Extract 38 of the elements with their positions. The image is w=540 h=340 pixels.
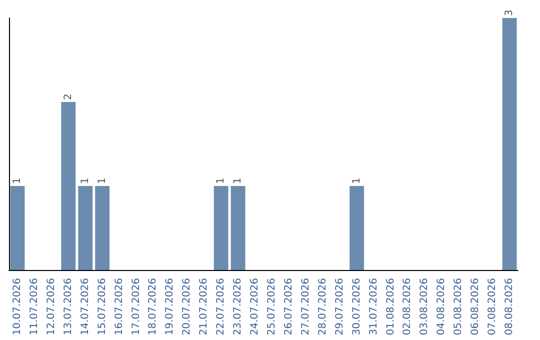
x-tick-label: 21.07.2026	[198, 278, 210, 336]
x-tick-label: 14.07.2026	[80, 278, 91, 336]
data-label: 2	[62, 94, 74, 100]
x-tick-label: 20.07.2026	[182, 278, 193, 336]
x-tick-label: 15.07.2026	[96, 278, 108, 336]
x-tick-label: 24.07.2026	[250, 278, 261, 336]
data-label: 1	[96, 178, 108, 184]
x-tick-label: 10.07.2026	[12, 278, 23, 336]
x-tick-label: 25.07.2026	[266, 278, 278, 336]
x-tick-label: 30.07.2026	[351, 278, 362, 336]
x-tick-label: 19.07.2026	[164, 278, 176, 336]
x-tick-label: 12.07.2026	[46, 278, 57, 336]
x-tick-label: 11.07.2026	[28, 278, 40, 336]
x-tick-label: 16.07.2026	[114, 278, 125, 336]
x-tick-label: 23.07.2026	[232, 278, 244, 336]
x-tick-label: 01.08.2026	[385, 278, 396, 336]
x-tick-label: 03.08.2026	[419, 278, 430, 336]
data-label: 1	[12, 178, 23, 184]
x-tick-label: 04.08.2026	[436, 278, 448, 336]
x-tick-label: 26.07.2026	[283, 278, 294, 336]
x-tick-label: 31.07.2026	[368, 278, 380, 336]
x-tick-label: 06.08.2026	[470, 278, 482, 336]
data-label: 1	[351, 178, 362, 184]
x-tick-label: 02.08.2026	[402, 278, 414, 336]
x-tick-label: 13.07.2026	[62, 278, 74, 336]
x-tick-label: 07.08.2026	[487, 278, 498, 336]
data-label: 1	[216, 178, 227, 184]
data-label: 3	[504, 10, 516, 16]
x-tick-label: 22.07.2026	[216, 278, 227, 336]
x-tick-label: 18.07.2026	[148, 278, 159, 336]
data-label: 1	[80, 178, 91, 184]
x-tick-label: 08.08.2026	[504, 278, 516, 336]
x-tick-label: 27.07.2026	[300, 278, 312, 336]
x-tick-label: 17.07.2026	[130, 278, 142, 336]
x-tick-label: 28.07.2026	[317, 278, 328, 336]
x-tick-label: 29.07.2026	[334, 278, 346, 336]
x-tick-label: 05.08.2026	[453, 278, 464, 336]
data-label: 1	[232, 178, 244, 184]
